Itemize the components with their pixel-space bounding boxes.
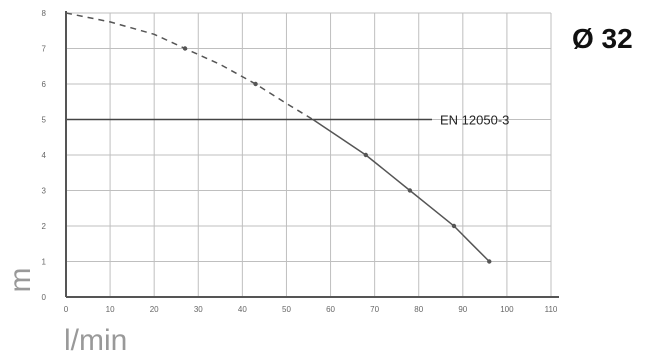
axis-layer	[65, 11, 559, 298]
y-axis-unit: m	[4, 268, 37, 293]
y-tick-label-8: 8	[42, 9, 47, 18]
curve-series-1-dashed	[65, 12, 314, 121]
curve-marker-2	[253, 81, 258, 87]
curve-marker-5	[451, 223, 457, 229]
x-tick-label-70: 70	[370, 305, 379, 314]
reference-label: EN 12050-3	[440, 113, 509, 128]
x-tick-label-100: 100	[500, 305, 514, 314]
curve-marker-3	[363, 152, 369, 158]
curve-layer	[65, 12, 490, 263]
y-tick-label-3: 3	[42, 187, 47, 196]
x-axis-unit: l/min	[64, 324, 127, 357]
tick-layer: 0 10 20 30 40 50 60 70 80 90 100 110 0 1 2 3 4 5 6 7 8	[42, 9, 558, 314]
x-tick-label-50: 50	[282, 305, 291, 314]
y-tick-label-6: 6	[42, 80, 47, 89]
x-tick-label-60: 60	[326, 305, 335, 314]
marker-layer	[182, 46, 492, 264]
x-tick-label-30: 30	[194, 305, 203, 314]
curve-marker-1	[182, 46, 188, 51]
y-tick-label-5: 5	[42, 116, 47, 125]
x-tick-label-10: 10	[106, 305, 115, 314]
x-tick-label-90: 90	[458, 305, 467, 314]
x-tick-label-40: 40	[238, 305, 247, 314]
chart-title: Ø 32	[572, 23, 633, 54]
y-tick-label-0: 0	[42, 293, 47, 302]
x-tick-label-0: 0	[64, 305, 69, 314]
y-tick-label-7: 7	[42, 45, 47, 54]
curve-marker-4	[407, 188, 413, 193]
y-tick-label-2: 2	[42, 222, 47, 231]
curve-marker-6	[487, 259, 492, 264]
x-tick-label-110: 110	[545, 305, 558, 314]
y-tick-label-4: 4	[42, 151, 47, 160]
x-tick-label-20: 20	[150, 305, 159, 314]
x-tick-label-80: 80	[414, 305, 423, 314]
grid-layer	[66, 12, 552, 297]
y-tick-label-1: 1	[42, 258, 47, 267]
